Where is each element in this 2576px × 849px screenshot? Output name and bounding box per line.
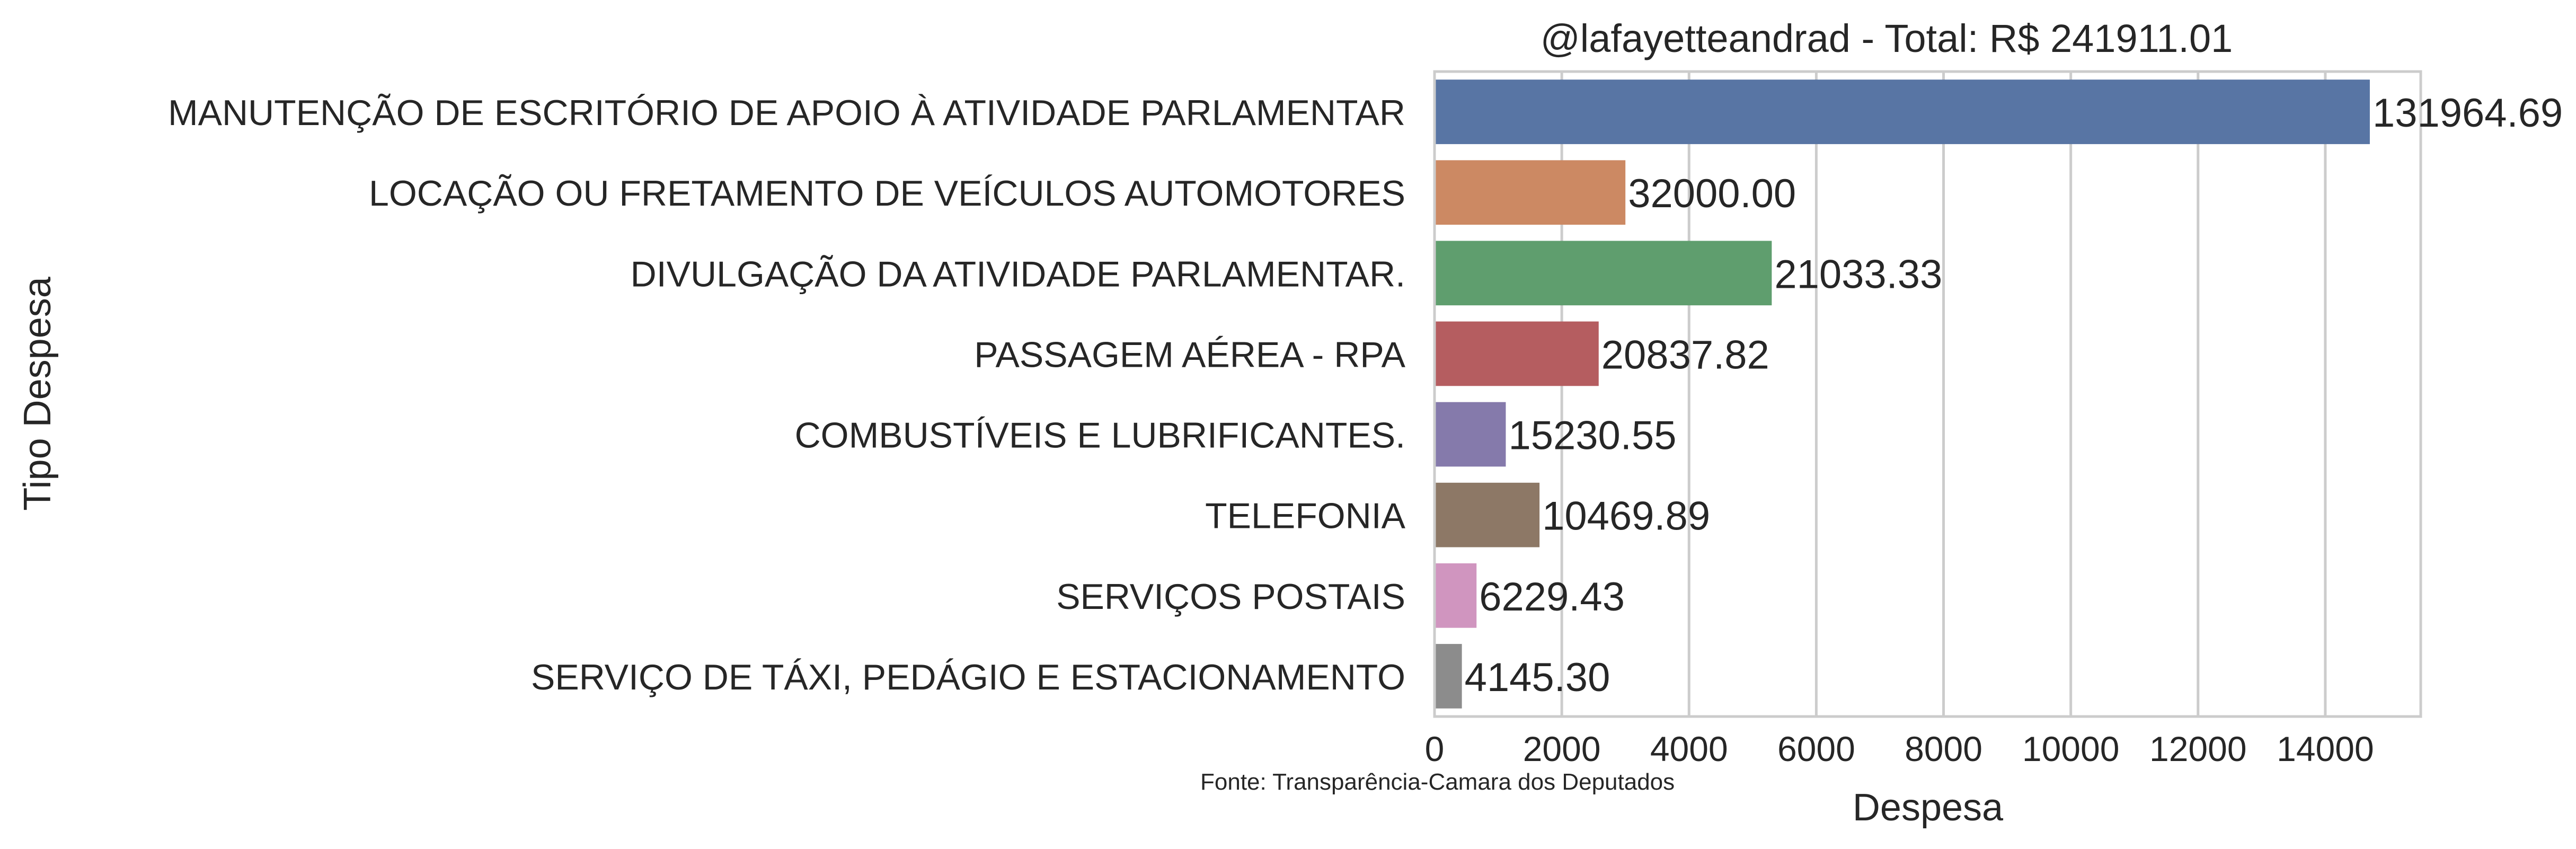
x-tick-label: 6000 [1777, 729, 1855, 768]
y-axis-label: Tipo Despesa [16, 276, 59, 511]
bar [1435, 644, 1462, 709]
x-tick-label: 8000 [1905, 729, 1982, 768]
x-tick-label: 12000 [2149, 729, 2247, 768]
value-label: 131964.69 [2373, 91, 2563, 136]
bar [1435, 241, 1772, 306]
category-label: SERVIÇO DE TÁXI, PEDÁGIO E ESTACIONAMENT… [531, 657, 1405, 697]
x-tick-label: 14000 [2277, 729, 2374, 768]
bar [1435, 482, 1540, 547]
category-labels: MANUTENÇÃO DE ESCRITÓRIO DE APOIO À ATIV… [168, 93, 1406, 697]
value-label: 10469.89 [1542, 494, 1710, 539]
category-label: COMBUSTÍVEIS E LUBRIFICANTES. [795, 415, 1405, 456]
bar [1435, 160, 1626, 225]
bar [1435, 402, 1506, 467]
x-tick-labels: 0 2000 4000 6000 8000 10000 12000 14000 [1425, 729, 2374, 768]
bar [1435, 79, 2370, 144]
x-tick-label: 2000 [1523, 729, 1601, 768]
x-tick-label: 0 [1425, 729, 1445, 768]
source-note: Fonte: Transparência-Camara dos Deputado… [1200, 769, 1675, 795]
value-label: 4145.30 [1465, 655, 1610, 700]
category-label: MANUTENÇÃO DE ESCRITÓRIO DE APOIO À ATIV… [168, 93, 1405, 133]
bar [1435, 563, 1477, 628]
bars-group [1435, 79, 2370, 709]
category-label: SERVIÇOS POSTAIS [1056, 577, 1405, 617]
category-label: TELEFONIA [1205, 496, 1405, 536]
bar [1435, 321, 1599, 386]
value-label: 6229.43 [1479, 574, 1625, 620]
value-label: 32000.00 [1628, 171, 1796, 216]
value-label: 21033.33 [1774, 252, 1942, 297]
category-label: DIVULGAÇÃO DA ATIVIDADE PARLAMENTAR. [631, 254, 1405, 294]
x-axis-label: Despesa [1853, 786, 2004, 829]
category-label: PASSAGEM AÉREA - RPA [974, 334, 1405, 375]
chart-title: @lafayetteandrad - Total: R$ 241911.01 [1541, 16, 2233, 60]
x-tick-label: 4000 [1650, 729, 1728, 768]
value-label: 20837.82 [1601, 332, 1769, 377]
category-label: LOCAÇÃO OU FRETAMENTO DE VEÍCULOS AUTOMO… [369, 173, 1405, 214]
x-tick-label: 10000 [2022, 729, 2120, 768]
plot-frame [1433, 70, 2422, 718]
value-label: 15230.55 [1508, 413, 1676, 458]
